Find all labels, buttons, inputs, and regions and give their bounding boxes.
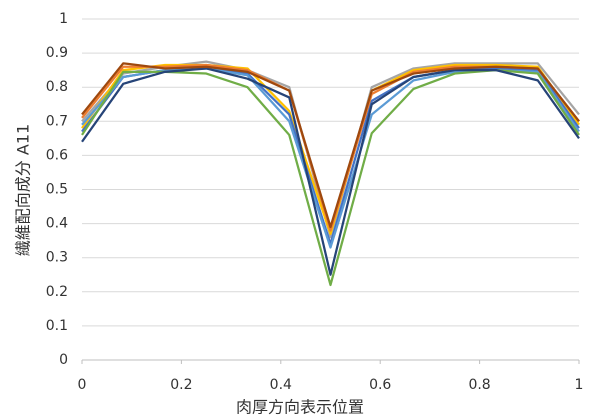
series-line [81, 63, 580, 232]
series-line [81, 67, 580, 276]
series-line [81, 60, 580, 239]
x-tick-label: 0.4 [270, 377, 292, 393]
y-tick-label: 0.2 [46, 284, 68, 300]
series-line [81, 69, 580, 287]
x-tick-label: 0.6 [369, 377, 391, 393]
y-tick-label: 0.5 [46, 182, 68, 198]
series-line [81, 62, 580, 229]
x-tick-label: 0 [78, 377, 87, 393]
y-tick-label: 0.6 [46, 147, 68, 163]
y-tick-label: 0.1 [46, 318, 68, 334]
x-axis-label: 肉厚方向表示位置 [236, 398, 364, 417]
y-tick-label: 0.7 [46, 113, 68, 129]
y-tick-label: 0.4 [46, 216, 68, 232]
x-tick-label: 1 [575, 377, 584, 393]
series-line [81, 67, 580, 249]
series-line [81, 63, 580, 235]
x-tick-label: 0.8 [468, 377, 490, 393]
y-axis-label: 繊維配向成分 A11 [14, 124, 33, 256]
y-tick-label: 1 [59, 11, 68, 27]
y-tick-label: 0.8 [46, 79, 68, 95]
y-tick-label: 0.3 [46, 250, 68, 266]
y-tick-label: 0.9 [46, 45, 68, 61]
y-tick-label: 0 [59, 352, 68, 368]
x-tick-label: 0.2 [170, 377, 192, 393]
